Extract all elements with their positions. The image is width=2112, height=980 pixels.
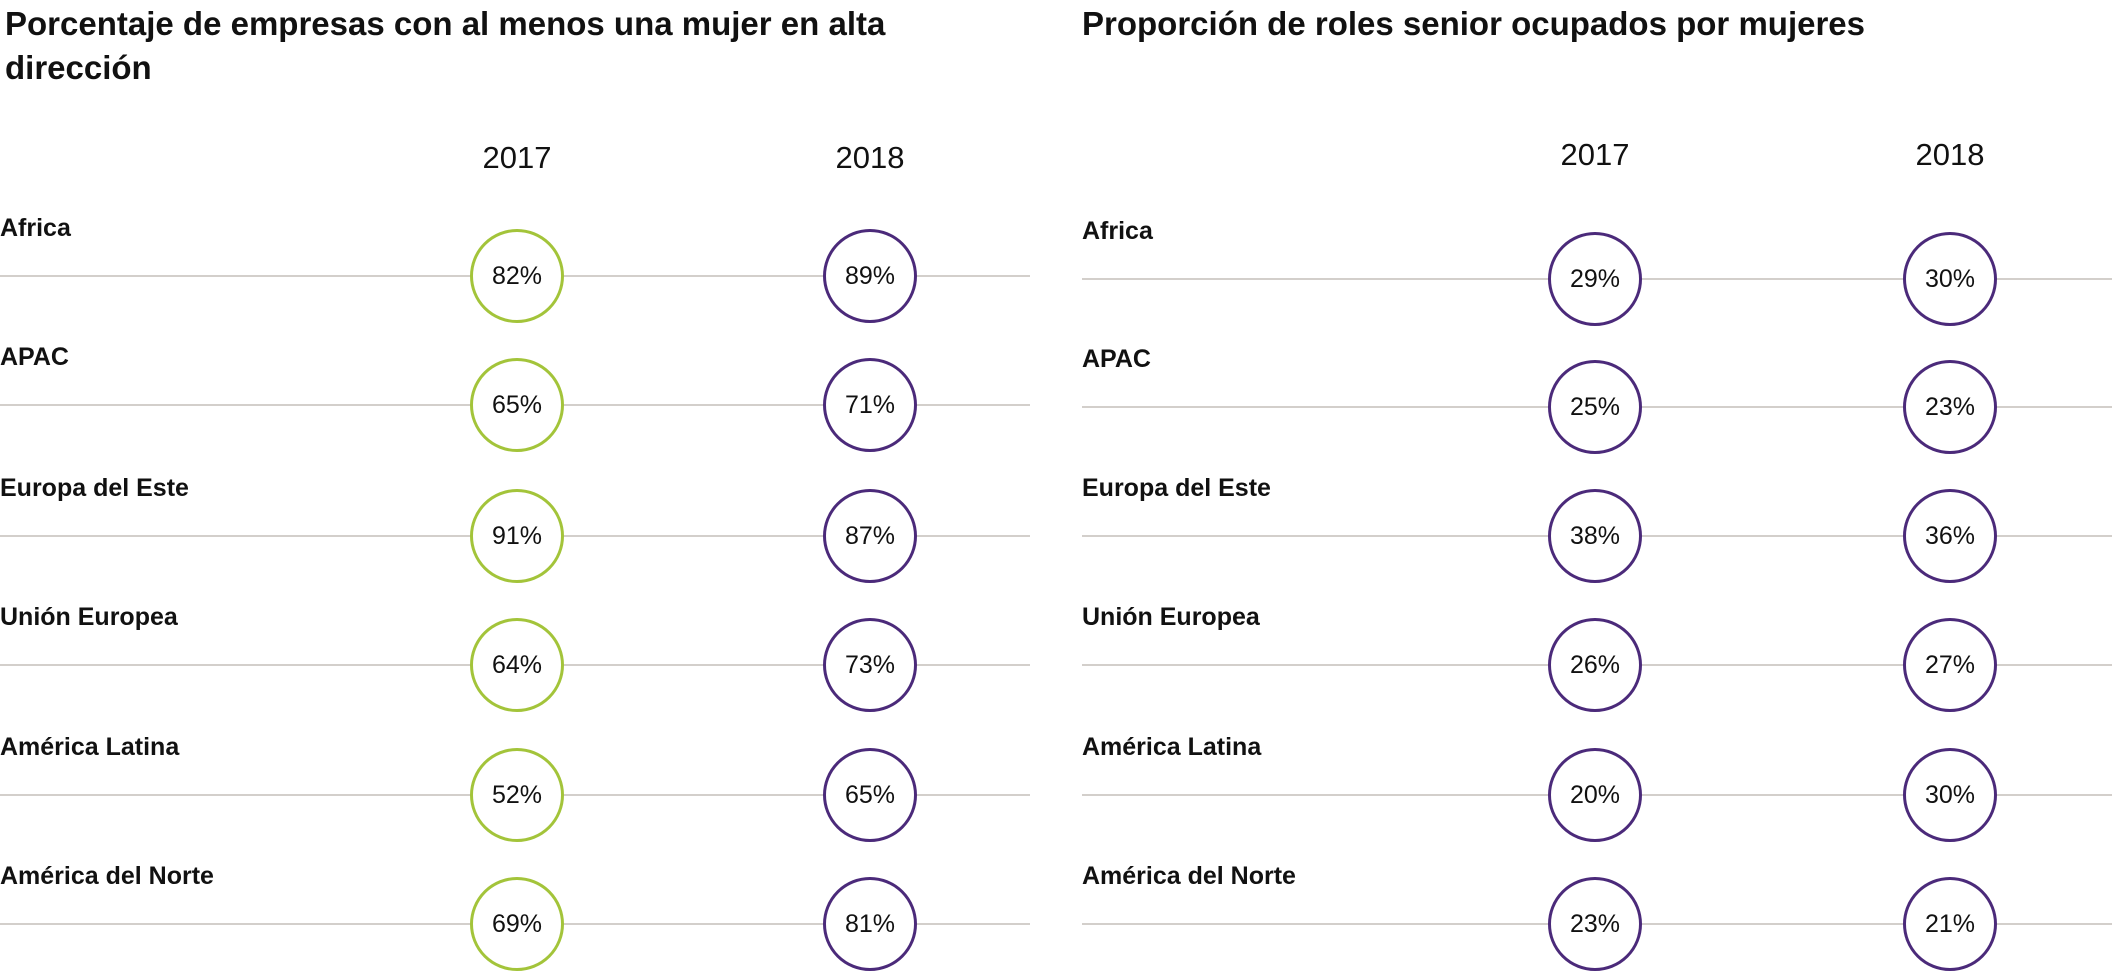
value-circle: 82% bbox=[470, 229, 564, 323]
column-header: 2017 bbox=[1560, 137, 1630, 172]
row-label: Unión Europea bbox=[0, 603, 178, 631]
value-circle: 20% bbox=[1548, 748, 1642, 842]
value-circle: 23% bbox=[1903, 360, 1997, 454]
value-circle: 64% bbox=[470, 618, 564, 712]
row-label: Africa bbox=[0, 214, 71, 242]
column-header: 2018 bbox=[835, 140, 905, 175]
row-label: América del Norte bbox=[1082, 862, 1296, 890]
value-circle: 73% bbox=[823, 618, 917, 712]
value-circle: 69% bbox=[470, 877, 564, 971]
value-circle: 89% bbox=[823, 229, 917, 323]
row-label: Unión Europea bbox=[1082, 603, 1260, 631]
value-circle: 71% bbox=[823, 358, 917, 452]
column-header: 2017 bbox=[482, 140, 552, 175]
row-label: América del Norte bbox=[0, 862, 214, 890]
value-circle: 23% bbox=[1548, 877, 1642, 971]
value-circle: 38% bbox=[1548, 489, 1642, 583]
row-label: APAC bbox=[1082, 345, 1151, 373]
value-circle: 91% bbox=[470, 489, 564, 583]
column-header: 2018 bbox=[1915, 137, 1985, 172]
value-circle: 30% bbox=[1903, 748, 1997, 842]
value-circle: 30% bbox=[1903, 232, 1997, 326]
value-circle: 27% bbox=[1903, 618, 1997, 712]
value-circle: 25% bbox=[1548, 360, 1642, 454]
value-circle: 21% bbox=[1903, 877, 1997, 971]
row-label: América Latina bbox=[0, 733, 180, 761]
chart-title: Proporción de roles senior ocupados por … bbox=[1082, 5, 1866, 42]
row-label: Europa del Este bbox=[0, 474, 189, 502]
row-label: APAC bbox=[0, 343, 69, 371]
value-circle: 29% bbox=[1548, 232, 1642, 326]
chart-title: Porcentaje de empresas con al menos una … bbox=[5, 5, 886, 86]
row-label: Europa del Este bbox=[1082, 474, 1271, 502]
value-circle: 36% bbox=[1903, 489, 1997, 583]
value-circle: 52% bbox=[470, 748, 564, 842]
row-label: Africa bbox=[1082, 217, 1153, 245]
value-circle: 87% bbox=[823, 489, 917, 583]
value-circle: 65% bbox=[470, 358, 564, 452]
value-circle: 26% bbox=[1548, 618, 1642, 712]
value-circle: 81% bbox=[823, 877, 917, 971]
row-label: América Latina bbox=[1082, 733, 1262, 761]
value-circle: 65% bbox=[823, 748, 917, 842]
